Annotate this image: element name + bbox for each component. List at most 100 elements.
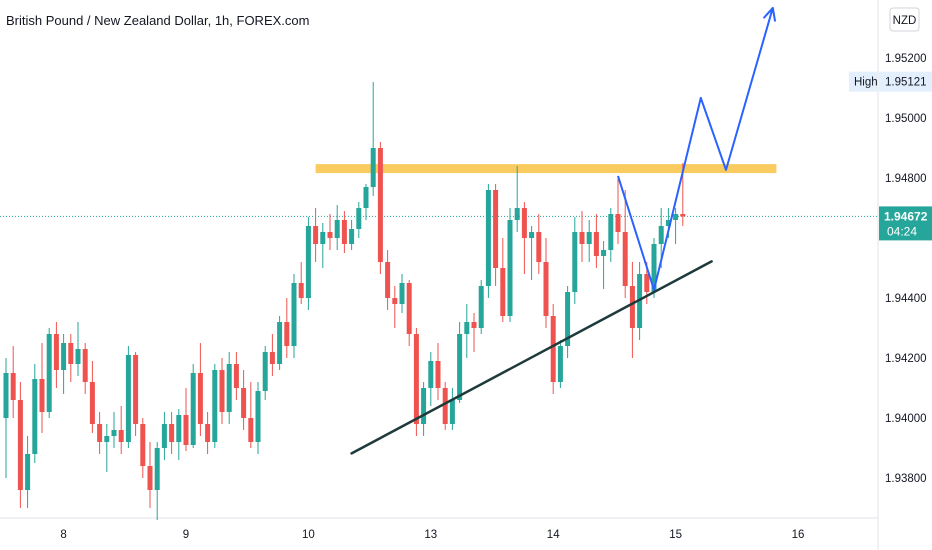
candle (341, 211, 347, 253)
candle-body (449, 400, 455, 424)
candle (46, 328, 52, 418)
candle-body (219, 370, 225, 412)
candle (68, 334, 74, 382)
candle-body (183, 415, 189, 445)
candle (457, 322, 463, 403)
candle (485, 184, 491, 298)
projection-path[interactable] (617, 7, 774, 291)
candle (190, 364, 196, 448)
candle (608, 208, 614, 262)
candle (248, 382, 254, 448)
candle-body (241, 388, 247, 418)
candle-body (593, 232, 599, 256)
candle (442, 382, 448, 430)
candle-body (277, 322, 283, 364)
candle (255, 382, 261, 454)
last-price-label: 1.94672 (884, 209, 928, 223)
candle-body (10, 373, 16, 400)
candle-body (428, 361, 434, 388)
candle-body (435, 361, 441, 388)
candle-body (341, 220, 347, 244)
candle (291, 274, 297, 358)
candle-body (46, 334, 52, 412)
candle-body (212, 370, 218, 442)
candle (17, 382, 23, 508)
candle-body (521, 208, 527, 238)
candle-body (493, 190, 499, 268)
support-trendline[interactable] (350, 260, 713, 455)
candle (25, 436, 31, 508)
candle-body (39, 379, 45, 412)
candle-body (133, 355, 139, 424)
candles (3, 82, 686, 520)
x-tick-label: 10 (302, 529, 315, 541)
candle (313, 208, 319, 262)
candle (147, 442, 153, 508)
candle-body (673, 214, 679, 220)
candle-body (363, 187, 369, 208)
candle-body (377, 148, 383, 262)
candle-body (615, 214, 621, 232)
candle (579, 211, 585, 262)
candle-body (370, 148, 376, 187)
annotation-front-layer (350, 6, 776, 455)
axes (0, 0, 879, 550)
candle-body (226, 364, 232, 412)
candle (327, 214, 333, 250)
candle-body (284, 322, 290, 346)
candle-body (89, 382, 95, 424)
x-tick-label: 16 (792, 529, 805, 541)
resistance-zone (315, 164, 777, 174)
candle (543, 238, 549, 328)
candle (565, 286, 571, 358)
candle-body (147, 466, 153, 490)
candle-body (305, 226, 311, 298)
candle-body (68, 343, 74, 364)
candle (212, 364, 218, 448)
candle (298, 262, 304, 304)
candle (586, 220, 592, 262)
candle (89, 361, 95, 433)
candle (140, 418, 146, 478)
candle (370, 82, 376, 196)
candle-body (464, 322, 470, 334)
candle-body (680, 214, 686, 217)
candle-body (572, 232, 578, 292)
candle-body (651, 244, 657, 292)
candle-body (478, 286, 484, 328)
candle-body (529, 232, 535, 238)
candle-body (385, 262, 391, 298)
candle (334, 205, 340, 250)
projection-arrowhead[interactable] (763, 6, 776, 22)
candle-body (291, 283, 297, 346)
candle (356, 202, 362, 238)
candle-body (176, 415, 182, 442)
candle (233, 352, 239, 400)
candle (464, 304, 470, 358)
candle-body (586, 232, 592, 244)
candle-body (421, 388, 427, 424)
candle (61, 334, 67, 394)
candle-body (125, 355, 131, 442)
candle (161, 412, 167, 460)
candle-body (399, 283, 405, 304)
candle (529, 226, 535, 280)
candle (557, 340, 563, 388)
candle (673, 208, 679, 244)
candle (435, 343, 441, 400)
candle-body (507, 220, 513, 316)
y-tick-label: 1.94000 (885, 413, 927, 425)
candle-body (233, 364, 239, 388)
currency-button[interactable]: NZD (889, 7, 920, 32)
candle-body (500, 268, 506, 316)
candle (133, 352, 139, 436)
candle-body (457, 334, 463, 400)
candle (320, 223, 326, 268)
candle (392, 286, 398, 328)
candle (53, 322, 59, 388)
candle (125, 346, 131, 448)
candle-body (118, 430, 124, 442)
currency-box[interactable] (889, 7, 920, 32)
candle-body (608, 214, 614, 250)
